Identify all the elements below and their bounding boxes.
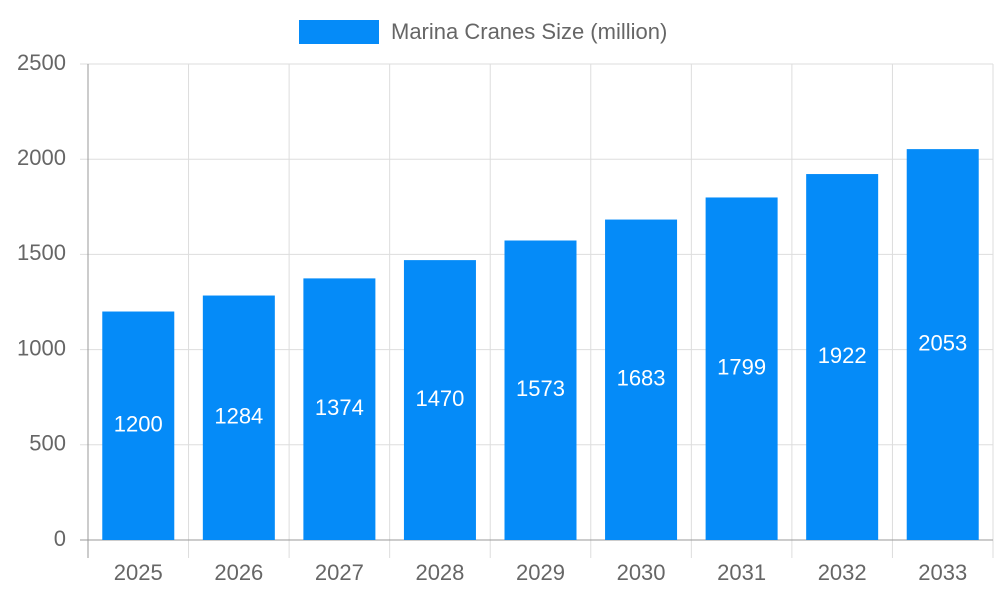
legend-swatch: [299, 20, 379, 44]
x-tick-label: 2027: [315, 560, 364, 585]
y-tick-label: 2500: [17, 50, 66, 75]
data-label: 1683: [617, 366, 666, 391]
y-tick-label: 500: [29, 431, 66, 456]
x-tick-label: 2031: [717, 560, 766, 585]
data-label: 1374: [315, 395, 364, 420]
data-label: 1922: [818, 343, 867, 368]
data-label: 1799: [717, 355, 766, 380]
bar: [806, 174, 879, 540]
data-label: 1470: [415, 386, 464, 411]
data-label: 1200: [114, 412, 163, 437]
bar: [705, 197, 778, 540]
bar: [504, 240, 577, 540]
y-tick-label: 2000: [17, 145, 66, 170]
data-label: 1573: [516, 376, 565, 401]
x-tick-label: 2028: [415, 560, 464, 585]
data-label: 2053: [918, 330, 967, 355]
data-label: 1284: [214, 404, 263, 429]
bar: [906, 149, 979, 540]
x-tick-label: 2030: [617, 560, 666, 585]
x-tick-label: 2026: [214, 560, 263, 585]
bar: [202, 295, 275, 540]
bar: [403, 260, 476, 540]
y-tick-label: 0: [54, 526, 66, 551]
bar: [102, 311, 175, 540]
y-tick-label: 1000: [17, 335, 66, 360]
bar: [605, 219, 678, 540]
bar: [303, 278, 376, 540]
legend-label: Marina Cranes Size (million): [391, 19, 667, 44]
x-tick-label: 2025: [114, 560, 163, 585]
x-tick-label: 2033: [918, 560, 967, 585]
x-tick-label: 2029: [516, 560, 565, 585]
x-tick-label: 2032: [818, 560, 867, 585]
y-tick-label: 1500: [17, 240, 66, 265]
